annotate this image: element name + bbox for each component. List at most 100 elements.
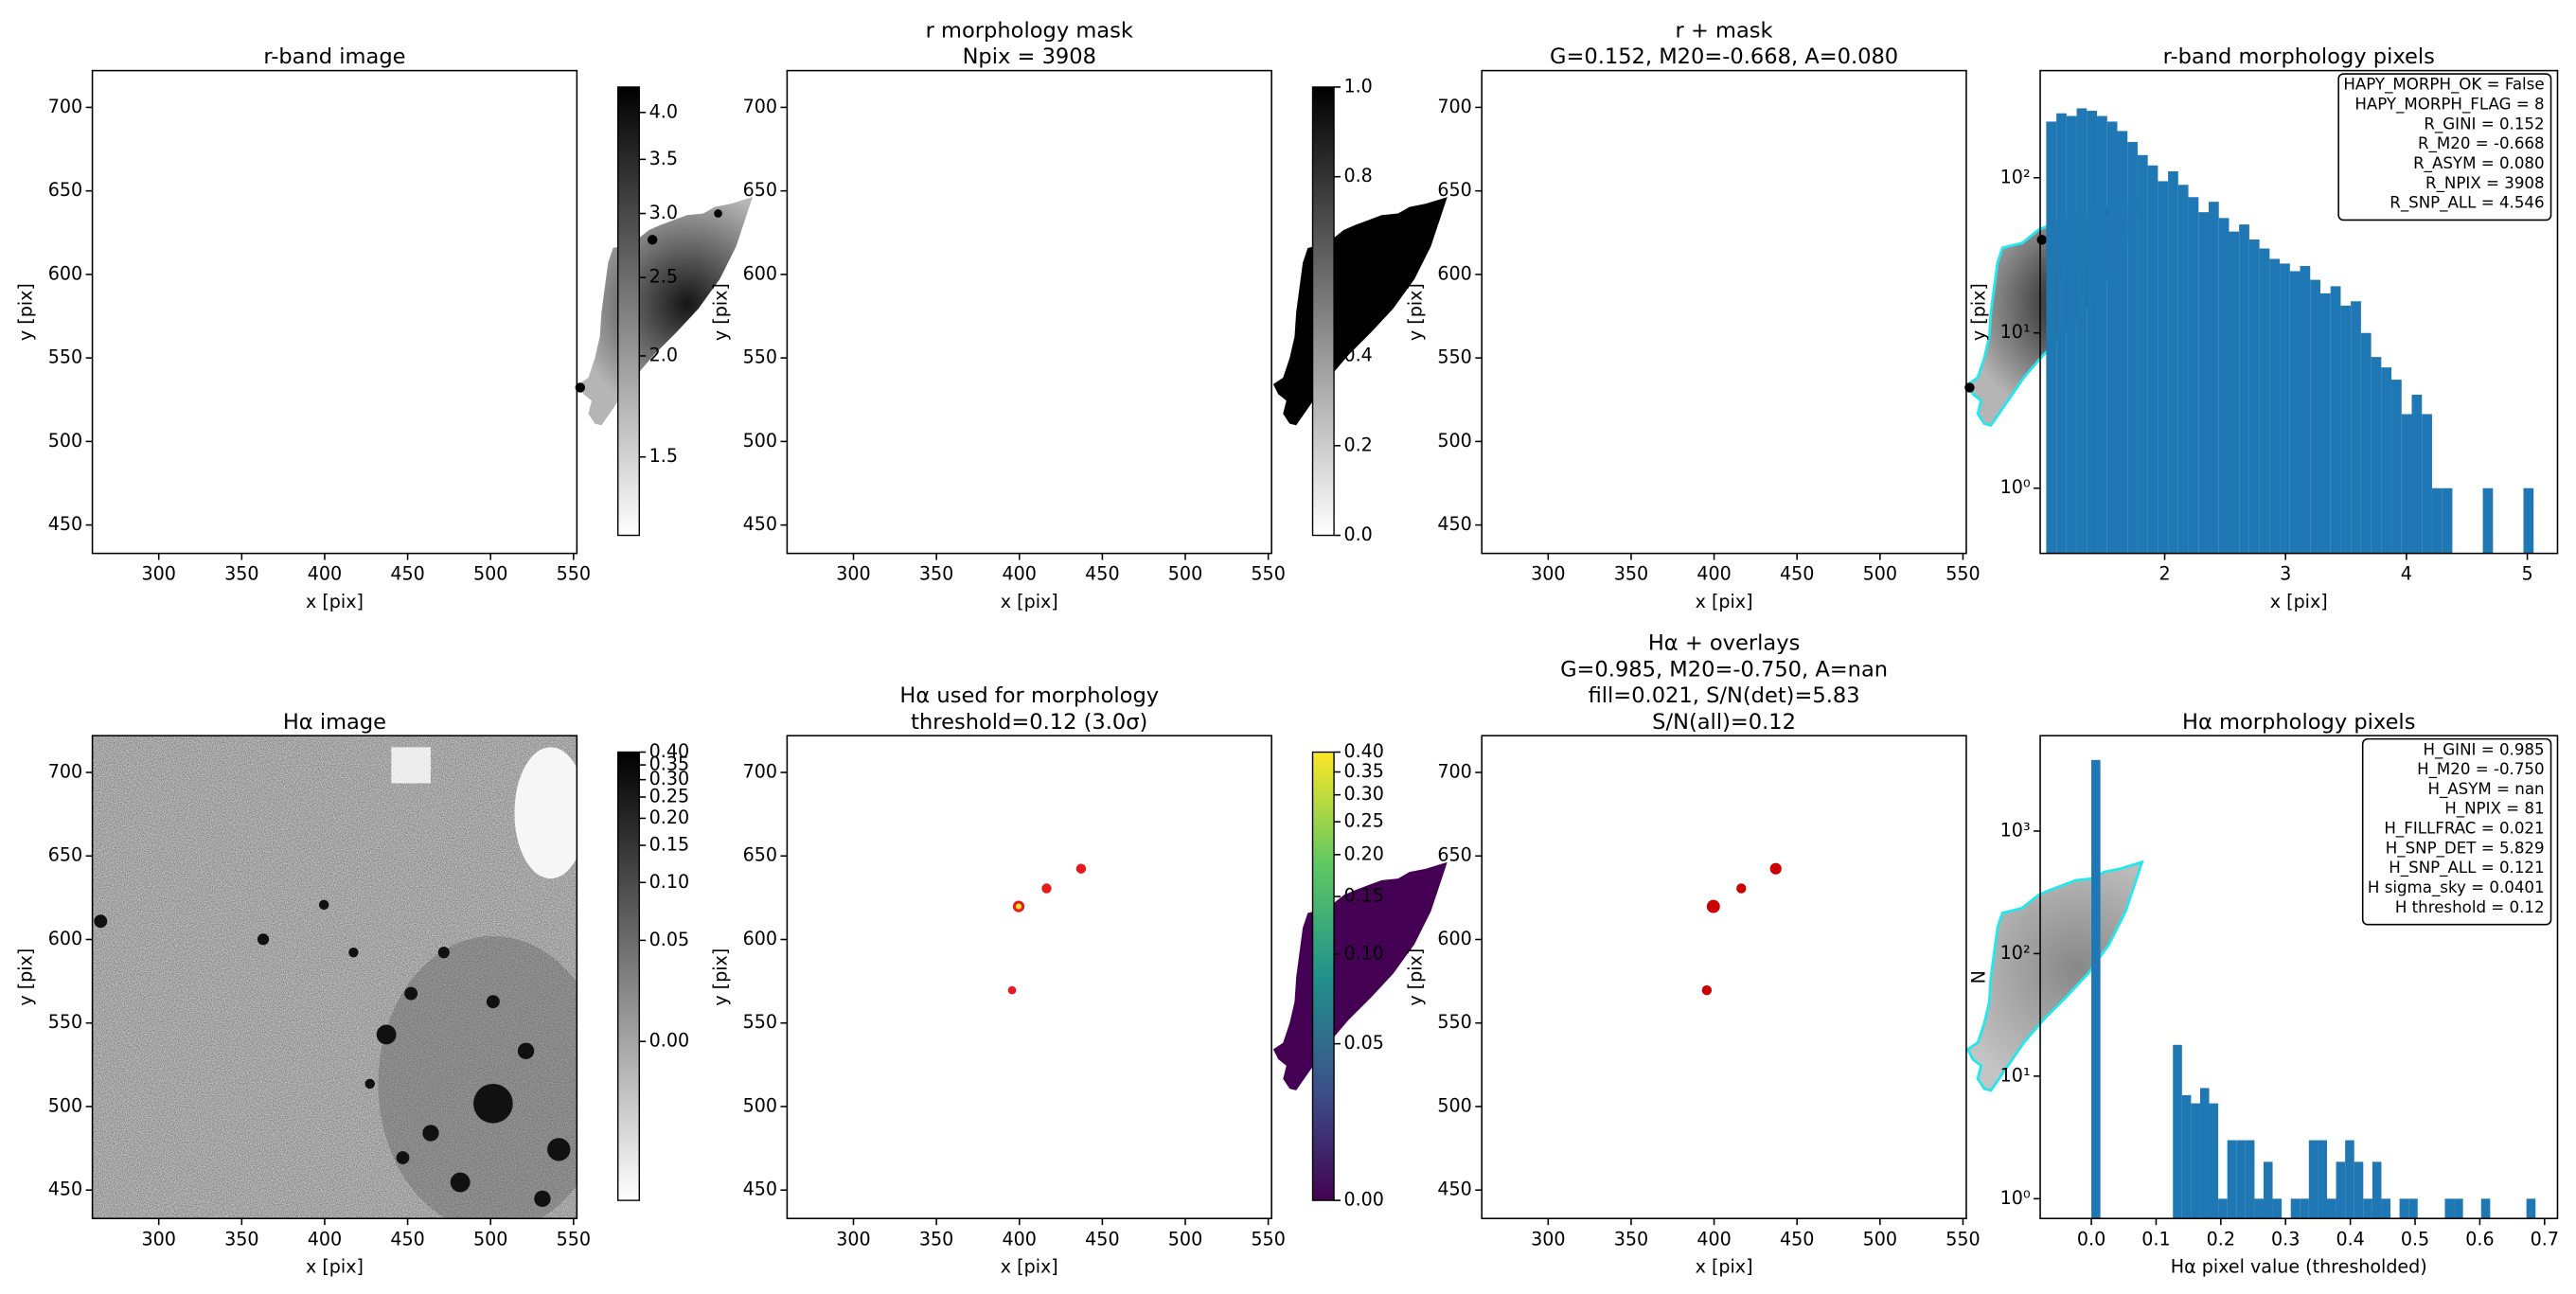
y-axis-label: y [pix] — [711, 948, 732, 1006]
colorbar-tick-label: 0.00 — [649, 1031, 689, 1052]
hist-bar — [2191, 1103, 2200, 1219]
y-tick-label: 500 — [743, 1095, 777, 1116]
hist-bar — [2289, 271, 2301, 554]
hist-bar — [2422, 414, 2432, 554]
panel-title: r-band morphology pixels — [2163, 44, 2435, 69]
y-tick-label: 700 — [48, 762, 82, 783]
hist-bar — [2401, 414, 2412, 554]
hist-bar — [2454, 1198, 2463, 1219]
x-tick-label: 2 — [2159, 564, 2170, 585]
x-tick-label: 300 — [141, 1229, 175, 1250]
y-tick-label: 650 — [1437, 180, 1471, 201]
colorbar-tick-label: 0.8 — [1343, 166, 1372, 186]
stats-line: R_GINI = 0.152 — [2424, 115, 2544, 133]
x-axis-label: x [pix] — [1001, 592, 1058, 612]
y-axis-label: y [pix] — [1968, 283, 1989, 341]
stats-line: H_SNP_DET = 5.829 — [2386, 839, 2545, 858]
panel-title: G=0.152, M20=-0.668, A=0.080 — [1550, 44, 1898, 69]
colorbar-tick-label: 0.15 — [1343, 886, 1383, 907]
y-tick-label: 700 — [1437, 762, 1471, 783]
hist-bar — [2137, 154, 2148, 554]
hist-bar — [2147, 165, 2159, 554]
x-tick-label: 300 — [141, 564, 175, 585]
colorbar-tick-label: 0.4 — [1343, 346, 1372, 366]
x-tick-label: 400 — [1003, 564, 1037, 585]
hist-bar — [2363, 1198, 2372, 1219]
hist-bar — [2168, 170, 2178, 554]
x-tick-label: 0.4 — [2336, 1229, 2364, 1250]
x-tick-label: 300 — [836, 1229, 870, 1250]
y-tick-label: 700 — [1437, 97, 1471, 117]
hist-bar — [2482, 487, 2494, 554]
r-image — [575, 197, 753, 426]
hist-bar — [2310, 279, 2320, 554]
y-tick-label: 550 — [48, 347, 82, 368]
y-axis-label: y [pix] — [1405, 283, 1426, 341]
y-tick-label: 500 — [1437, 431, 1471, 452]
hist-bar — [2372, 1161, 2382, 1219]
hist-bar — [2177, 185, 2189, 554]
y-tick-label: 450 — [1437, 514, 1471, 535]
colorbar-tick-label: 0.25 — [1343, 811, 1383, 832]
colorbar-tick-label: 4.0 — [649, 101, 678, 122]
colorbar-tick-label: 0.10 — [1343, 943, 1383, 964]
hist-bar — [2318, 1140, 2328, 1219]
colorbar — [1311, 751, 1335, 1201]
hist-bar — [2209, 202, 2219, 554]
stats-line: R_NPIX = 3908 — [2425, 174, 2545, 193]
axes-frame — [2039, 735, 2559, 1219]
y-axis-label: y [pix] — [1405, 948, 1426, 1006]
x-tick-label: 450 — [390, 564, 424, 585]
y-tick-label: 10³ — [2000, 820, 2031, 841]
y-tick-label: 10¹ — [2000, 1065, 2031, 1086]
colorbar-tick-label: 0.20 — [649, 807, 689, 828]
x-tick-label: 400 — [1697, 1229, 1731, 1250]
y-tick-label: 10⁰ — [2000, 1188, 2031, 1209]
colorbar-tick-label: 0.0 — [1343, 524, 1372, 545]
hist-bar — [2076, 108, 2087, 554]
panel-title: r + mask — [1676, 18, 1773, 43]
x-tick-label: 500 — [473, 564, 507, 585]
hist-bar — [2236, 1140, 2246, 1219]
colorbar-tick-label: 0.30 — [649, 769, 689, 789]
axes-frame — [1481, 69, 1967, 555]
x-tick-label: 400 — [1003, 1229, 1037, 1250]
y-tick-label: 500 — [48, 431, 82, 452]
hist-bar — [2106, 121, 2118, 554]
x-tick-label: 400 — [308, 1229, 342, 1250]
hist-bar — [2360, 332, 2372, 554]
x-tick-label: 0.2 — [2207, 1229, 2235, 1250]
y-tick-label: 450 — [48, 1179, 82, 1200]
x-tick-label: 550 — [557, 1229, 591, 1250]
y-tick-label: 650 — [48, 845, 82, 866]
hist-bar — [2345, 1140, 2354, 1219]
x-tick-label: 350 — [1614, 1229, 1648, 1250]
y-tick-label: 10² — [2000, 167, 2031, 187]
colorbar — [1311, 86, 1335, 537]
y-tick-label: 10¹ — [2000, 322, 2031, 343]
x-tick-label: 350 — [224, 564, 258, 585]
hist-bar — [2480, 1198, 2491, 1219]
panel-title: Hα used for morphology — [899, 683, 1159, 708]
hist-bar — [2181, 1094, 2192, 1219]
y-tick-label: 450 — [48, 514, 82, 535]
x-axis-label: x [pix] — [2270, 592, 2328, 612]
stats-line: H_GINI = 0.985 — [2423, 740, 2544, 759]
panel-title: Hα image — [283, 710, 386, 735]
stats-line: HAPY_MORPH_OK = False — [2343, 76, 2544, 95]
y-tick-label: 600 — [743, 263, 777, 284]
hist-bar — [2091, 759, 2101, 1219]
hist-bar — [2280, 263, 2290, 554]
hist-bar — [2259, 248, 2270, 554]
x-tick-label: 300 — [1531, 1229, 1565, 1250]
panel-title: S/N(all)=0.12 — [1652, 710, 1796, 735]
hist-bar — [2371, 357, 2382, 554]
hist-bar — [2340, 305, 2352, 554]
x-tick-label: 550 — [1945, 564, 1980, 585]
hist-bar — [2381, 367, 2392, 554]
colorbar-tick-label: 0.10 — [649, 872, 689, 893]
colorbar-tick-label: 0.35 — [1343, 761, 1383, 782]
hist-bar — [2066, 115, 2077, 554]
hist-bar — [2218, 218, 2230, 554]
x-tick-label: 0.7 — [2531, 1229, 2559, 1250]
